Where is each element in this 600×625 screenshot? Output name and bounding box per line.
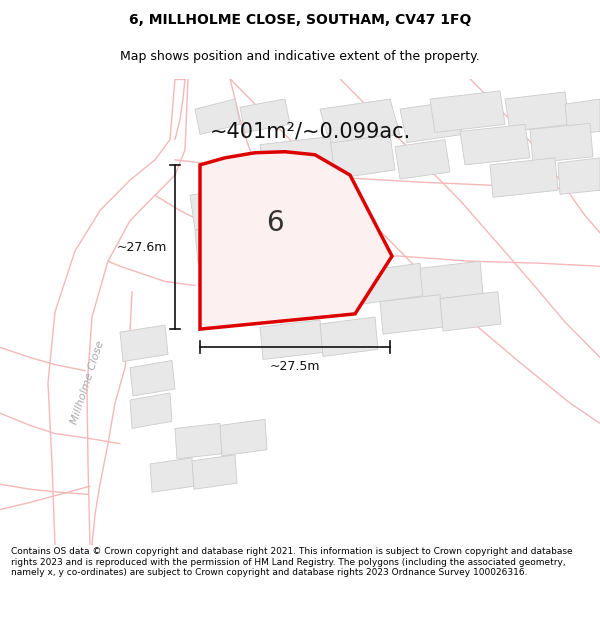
Polygon shape xyxy=(260,136,335,186)
Polygon shape xyxy=(220,281,295,324)
Polygon shape xyxy=(320,99,400,144)
Polygon shape xyxy=(460,124,530,165)
Text: Map shows position and indicative extent of the property.: Map shows position and indicative extent… xyxy=(120,50,480,63)
Text: ~401m²/~0.099ac.: ~401m²/~0.099ac. xyxy=(210,121,411,141)
Polygon shape xyxy=(220,419,267,456)
Polygon shape xyxy=(530,123,593,163)
Polygon shape xyxy=(120,325,168,361)
Polygon shape xyxy=(195,99,240,134)
Polygon shape xyxy=(130,361,175,396)
Polygon shape xyxy=(395,139,450,179)
Polygon shape xyxy=(380,294,443,334)
Text: ~27.5m: ~27.5m xyxy=(270,359,320,372)
Polygon shape xyxy=(192,455,237,489)
Polygon shape xyxy=(175,423,222,459)
Polygon shape xyxy=(505,92,570,131)
Text: ~27.6m: ~27.6m xyxy=(116,241,167,254)
Text: Contains OS data © Crown copyright and database right 2021. This information is : Contains OS data © Crown copyright and d… xyxy=(11,548,572,578)
Polygon shape xyxy=(320,134,395,180)
Polygon shape xyxy=(290,279,348,321)
Polygon shape xyxy=(130,393,172,429)
Polygon shape xyxy=(360,263,424,304)
Polygon shape xyxy=(420,261,483,301)
Polygon shape xyxy=(490,158,558,198)
Polygon shape xyxy=(320,317,378,356)
Polygon shape xyxy=(558,158,600,194)
Text: Millholme Close: Millholme Close xyxy=(70,340,106,426)
Polygon shape xyxy=(400,101,462,142)
Polygon shape xyxy=(565,99,600,134)
Text: 6: 6 xyxy=(266,209,284,236)
Text: 6, MILLHOLME CLOSE, SOUTHAM, CV47 1FQ: 6, MILLHOLME CLOSE, SOUTHAM, CV47 1FQ xyxy=(129,12,471,27)
Polygon shape xyxy=(240,99,290,132)
Polygon shape xyxy=(195,224,238,263)
Polygon shape xyxy=(190,188,235,230)
Polygon shape xyxy=(150,458,194,492)
Polygon shape xyxy=(440,292,501,331)
Polygon shape xyxy=(260,320,323,359)
Polygon shape xyxy=(200,152,392,329)
Polygon shape xyxy=(430,91,505,132)
